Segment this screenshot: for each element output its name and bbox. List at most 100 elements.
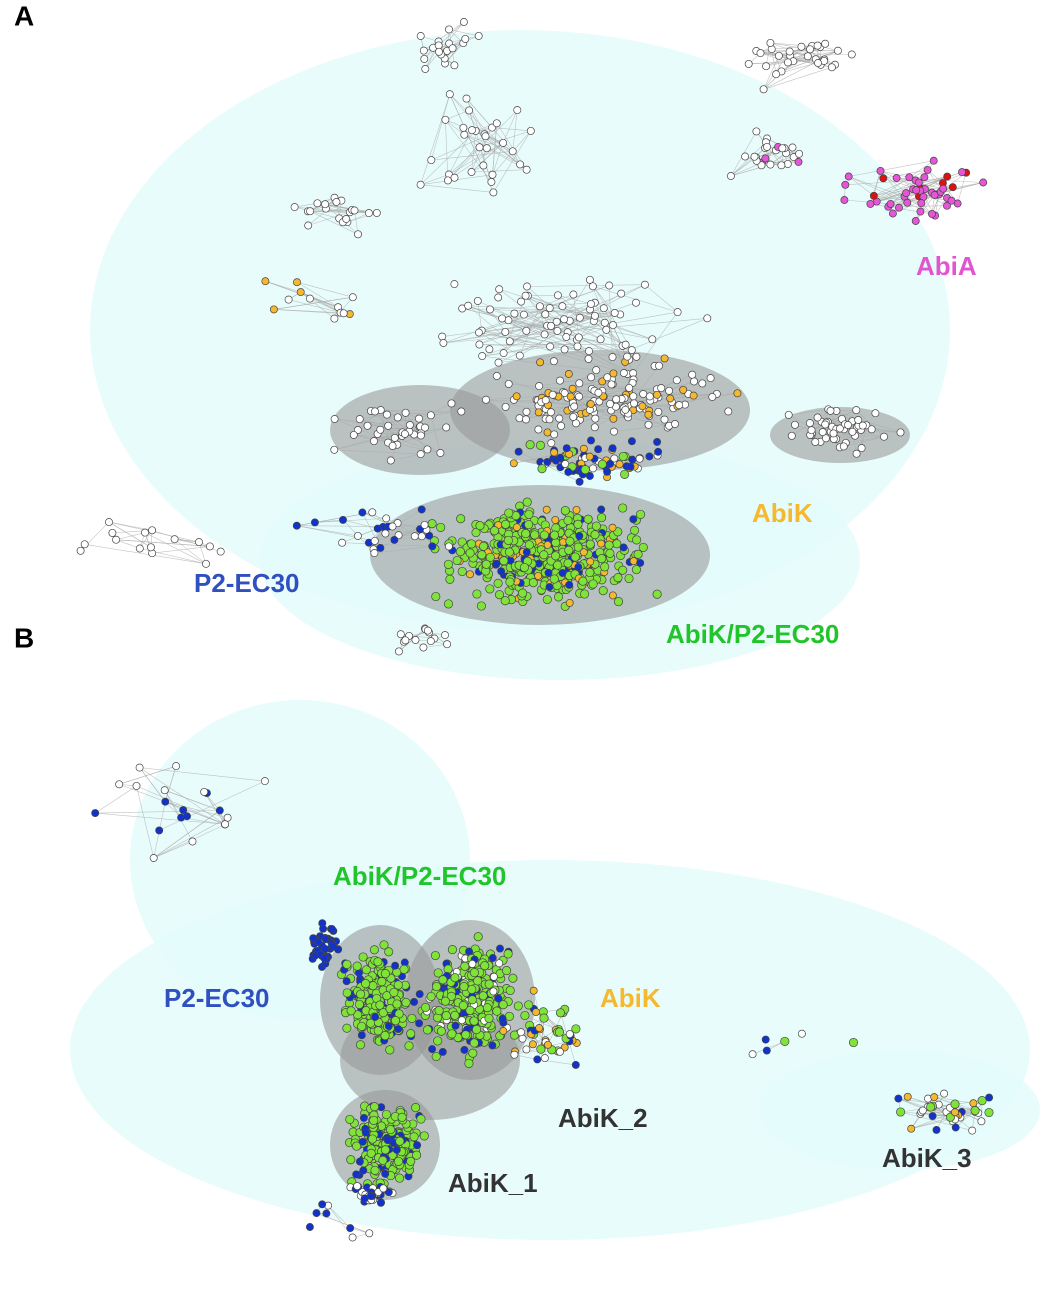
- node: [535, 302, 544, 311]
- node: [570, 402, 579, 411]
- node: [636, 509, 646, 519]
- node: [675, 401, 684, 410]
- node: [628, 455, 637, 464]
- node: [660, 354, 669, 363]
- node: [655, 361, 663, 370]
- node: [560, 389, 569, 397]
- node: [338, 538, 347, 547]
- node: [370, 536, 379, 545]
- node: [787, 431, 796, 440]
- node: [590, 530, 600, 540]
- node: [352, 1141, 362, 1151]
- node: [522, 1045, 531, 1054]
- node: [430, 950, 440, 961]
- node: [548, 390, 557, 399]
- edge: [915, 192, 933, 222]
- node: [457, 407, 466, 416]
- node: [556, 1047, 564, 1056]
- edge: [466, 98, 486, 137]
- node: [644, 420, 653, 429]
- node: [852, 449, 861, 458]
- node: [803, 52, 812, 61]
- node: [495, 285, 504, 294]
- node: [492, 559, 501, 568]
- node: [409, 1132, 419, 1142]
- node: [462, 94, 471, 103]
- node: [895, 203, 903, 212]
- node: [604, 540, 614, 550]
- node: [607, 380, 616, 389]
- node: [563, 515, 573, 525]
- node: [390, 433, 399, 442]
- node: [858, 421, 867, 430]
- node: [407, 1013, 417, 1023]
- node: [502, 966, 512, 976]
- node: [903, 198, 912, 207]
- cluster-label: AbiK/P2-EC30: [666, 619, 839, 649]
- node: [410, 532, 419, 541]
- edge: [447, 123, 498, 181]
- node: [541, 396, 550, 405]
- node: [393, 413, 402, 422]
- edge: [420, 94, 451, 185]
- edge: [354, 210, 359, 235]
- node: [848, 427, 857, 436]
- node: [569, 412, 578, 421]
- node: [76, 546, 85, 555]
- node: [618, 565, 628, 575]
- node: [977, 1117, 986, 1126]
- node: [80, 540, 89, 549]
- edge: [563, 279, 591, 320]
- node: [748, 1050, 757, 1059]
- node: [484, 979, 494, 989]
- node: [606, 399, 615, 408]
- node: [312, 1209, 321, 1218]
- edge: [478, 332, 520, 356]
- node: [512, 392, 521, 401]
- node: [389, 987, 399, 997]
- node: [605, 281, 614, 290]
- node: [474, 328, 483, 337]
- edge: [153, 817, 228, 859]
- node: [599, 304, 608, 313]
- node: [620, 469, 630, 479]
- node: [221, 820, 230, 829]
- node: [555, 414, 564, 423]
- node: [821, 434, 830, 443]
- node: [522, 326, 531, 335]
- node: [488, 170, 497, 179]
- node: [436, 449, 445, 457]
- node: [524, 520, 534, 530]
- edge: [448, 129, 473, 175]
- node: [361, 979, 371, 989]
- node: [565, 536, 575, 546]
- node: [598, 586, 608, 596]
- node: [342, 215, 351, 223]
- node: [426, 411, 435, 420]
- node: [436, 1026, 446, 1036]
- node: [536, 1044, 546, 1054]
- node: [866, 199, 875, 208]
- node: [605, 548, 615, 558]
- node: [644, 410, 653, 419]
- node: [346, 1155, 356, 1165]
- node: [573, 342, 582, 351]
- node: [465, 947, 474, 956]
- node: [385, 1045, 395, 1055]
- node: [330, 314, 339, 323]
- node: [586, 557, 595, 566]
- node: [381, 1169, 390, 1178]
- node: [572, 505, 581, 514]
- node: [523, 282, 531, 291]
- node: [386, 1125, 396, 1135]
- node: [357, 1031, 366, 1040]
- node: [384, 1188, 393, 1197]
- node: [625, 383, 634, 392]
- node: [761, 1035, 770, 1044]
- node: [564, 370, 573, 378]
- node: [540, 1054, 549, 1063]
- edge: [448, 147, 480, 175]
- edge: [499, 288, 548, 326]
- node: [528, 1040, 537, 1049]
- cluster-label: AbiK_2: [558, 1103, 648, 1133]
